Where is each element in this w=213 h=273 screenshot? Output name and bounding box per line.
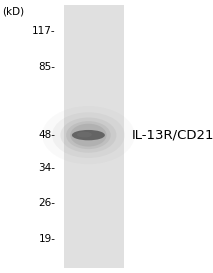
Ellipse shape (72, 130, 105, 140)
Text: 48-: 48- (38, 130, 55, 140)
Text: 34-: 34- (38, 163, 55, 173)
Text: IL-13R/CD213α1: IL-13R/CD213α1 (132, 129, 213, 142)
Ellipse shape (77, 132, 92, 138)
Text: 117-: 117- (32, 26, 55, 36)
Text: 19-: 19- (38, 234, 55, 244)
Text: (kD): (kD) (2, 7, 24, 17)
Ellipse shape (60, 117, 117, 153)
Ellipse shape (70, 124, 106, 147)
Bar (64, 5, 124, 268)
Ellipse shape (52, 112, 125, 158)
Text: 26-: 26- (38, 198, 55, 208)
Ellipse shape (66, 121, 111, 149)
Text: 85-: 85- (38, 62, 55, 72)
